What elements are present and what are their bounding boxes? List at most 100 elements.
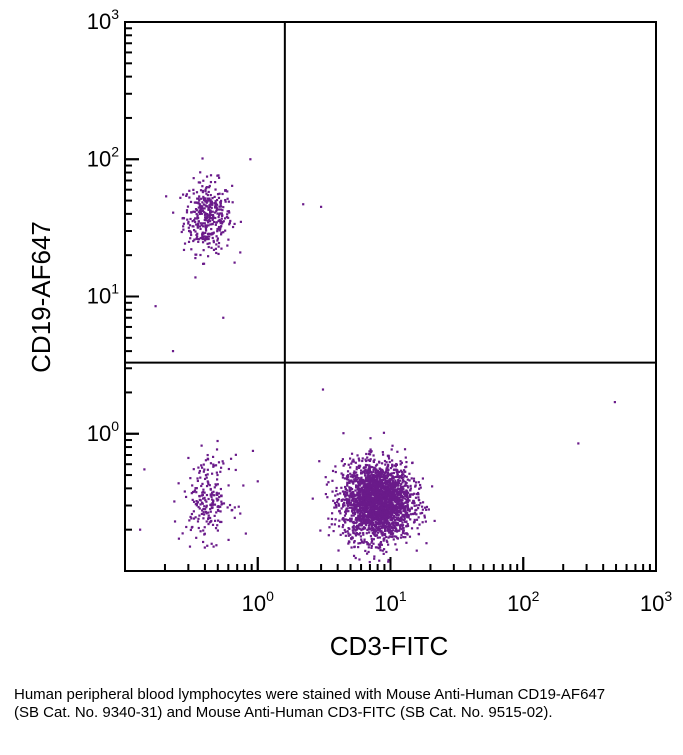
tick-label-exponent: 1 [399, 588, 407, 604]
event-point [385, 517, 388, 520]
event-point [189, 515, 192, 519]
event-point [374, 511, 377, 514]
event-point [203, 198, 206, 201]
event-point [401, 478, 404, 482]
event-point [371, 466, 374, 469]
event-point [192, 188, 195, 191]
event-point [335, 506, 338, 509]
event-point [398, 500, 401, 503]
event-point [358, 492, 361, 496]
event-point [409, 518, 412, 521]
event-point [387, 457, 391, 460]
event-point [405, 525, 408, 528]
event-point [391, 521, 394, 524]
event-point [367, 512, 370, 515]
event-point [197, 197, 200, 200]
event-point [239, 512, 242, 515]
event-point [407, 508, 410, 512]
event-point [417, 516, 420, 519]
x-axis-title: CD3-FITC [330, 631, 448, 661]
event-point [213, 503, 217, 506]
event-point [378, 467, 381, 470]
event-point [204, 190, 207, 193]
event-point [206, 205, 209, 208]
event-point [359, 498, 362, 502]
event-point [394, 511, 398, 515]
event-point [401, 524, 405, 527]
event-point [401, 513, 404, 516]
tick-label-base: 10 [374, 591, 398, 616]
event-point [421, 508, 424, 511]
event-point [200, 466, 204, 469]
event-point [381, 534, 384, 537]
event-point [212, 239, 215, 242]
event-point [387, 558, 390, 562]
event-point [402, 509, 405, 513]
event-point [373, 485, 376, 488]
event-point [194, 516, 197, 519]
event-point [421, 501, 425, 504]
event-point [387, 484, 390, 487]
event-point [201, 241, 205, 244]
event-point [395, 507, 398, 510]
event-point [392, 468, 396, 471]
event-point [358, 516, 361, 519]
x-tick-label: 102 [507, 588, 539, 616]
event-point [209, 174, 213, 177]
event-point [376, 504, 379, 507]
event-point [371, 527, 375, 530]
event-point [194, 276, 197, 279]
event-point [209, 503, 213, 506]
event-point [388, 495, 391, 498]
event-point [350, 518, 353, 521]
event-point [369, 448, 372, 451]
event-point [379, 489, 383, 493]
event-point [234, 468, 237, 472]
event-point [388, 460, 391, 464]
event-point [188, 224, 192, 227]
event-point [205, 187, 208, 190]
tick-label-base: 10 [640, 591, 664, 616]
event-point [181, 532, 184, 535]
event-point [213, 202, 216, 205]
event-point [358, 459, 361, 462]
event-point [354, 484, 358, 487]
event-point [366, 479, 369, 482]
event-point [339, 492, 342, 495]
event-point [334, 465, 337, 468]
event-point [340, 472, 343, 475]
event-point [401, 499, 404, 502]
event-point [358, 494, 361, 497]
event-point [202, 517, 205, 520]
event-point [367, 524, 371, 527]
event-point [343, 492, 346, 495]
event-point [382, 521, 385, 525]
event-point [190, 517, 193, 520]
event-point [356, 504, 359, 508]
event-point [201, 233, 204, 236]
event-point [396, 450, 399, 453]
event-point [207, 517, 210, 521]
event-point [381, 482, 385, 485]
event-point [385, 504, 388, 508]
event-point [222, 206, 225, 209]
event-point [375, 506, 378, 509]
event-point [391, 480, 395, 483]
tick-label-base: 10 [87, 146, 111, 171]
event-point [190, 248, 193, 251]
event-point [386, 521, 389, 525]
tick-label-exponent: 3 [111, 6, 119, 22]
event-point [405, 498, 408, 501]
event-point [370, 541, 373, 544]
event-point [405, 511, 408, 514]
event-point [201, 185, 204, 188]
event-point [369, 509, 372, 513]
event-point [379, 501, 382, 504]
event-point [423, 514, 426, 517]
event-point [364, 510, 367, 513]
event-point [212, 241, 215, 244]
event-point [350, 480, 353, 483]
event-point [381, 480, 384, 483]
event-point [173, 520, 177, 523]
